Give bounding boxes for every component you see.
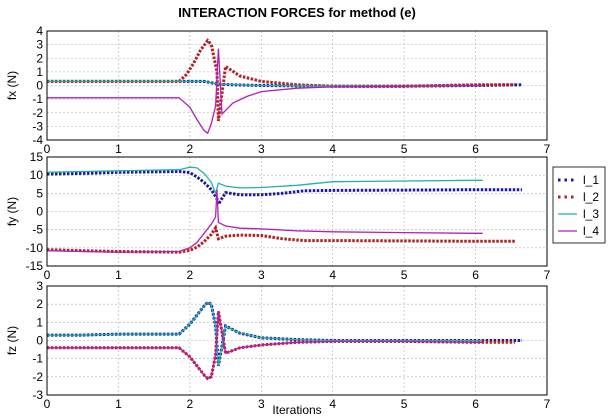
legend-box <box>552 166 606 244</box>
panel-2: 0 1 2 3 4 5 6 7 15 10 5 0 -5 -10 -15 fy (N) <box>5 150 551 282</box>
y-axis-label: fx (N) <box>5 71 19 100</box>
y-axis-label: fz (N) <box>5 326 19 355</box>
x-tick-label: 0 <box>44 268 51 282</box>
x-tick-label: 4 <box>329 268 336 282</box>
y-tick-label: -4 <box>32 133 43 147</box>
y-tick-label: -5 <box>32 223 43 237</box>
x-tick-label: 6 <box>472 142 479 156</box>
x-tick-label: 1 <box>115 397 122 411</box>
x-tick-label: 7 <box>544 142 551 156</box>
series-l_3-line <box>47 166 483 196</box>
legend: l_1 l_2 l_3 l_4 <box>552 166 606 244</box>
y-tick-label: 2 <box>36 297 43 311</box>
x-tick-label: 0 <box>44 397 51 411</box>
x-tick-label: 1 <box>115 268 122 282</box>
x-tick-label: 7 <box>544 397 551 411</box>
y-axis-label: fy (N) <box>5 197 19 226</box>
plot-frame <box>46 156 548 267</box>
y-tick-label: 10 <box>30 168 44 182</box>
x-tick-label: 6 <box>472 268 479 282</box>
legend-label-l_2: l_2 <box>583 190 599 204</box>
panel-3: 0 1 2 3 4 5 6 7 3 2 1 0 -1 -2 -3 fz (N) <box>5 279 551 411</box>
y-tick-label: 1 <box>36 315 43 329</box>
x-tick-label: 0 <box>44 142 51 156</box>
series-l_1-line <box>47 169 522 208</box>
y-tick-label: 0 <box>36 334 43 348</box>
y-tick-label: -2 <box>32 370 43 384</box>
x-tick-label: 3 <box>258 397 265 411</box>
y-tick-label: 2 <box>36 51 43 65</box>
y-tick-label: -3 <box>32 119 43 133</box>
y-tick-label: -3 <box>32 388 43 402</box>
x-tick-label: 2 <box>187 142 194 156</box>
y-tick-label: -10 <box>26 241 44 255</box>
y-tick-label: 5 <box>36 186 43 200</box>
plot-frame <box>46 30 548 141</box>
legend-label-l_4: l_4 <box>583 224 599 238</box>
y-tick-label: 4 <box>36 24 43 38</box>
y-tick-label: 0 <box>36 205 43 219</box>
y-tick-label: -1 <box>32 92 43 106</box>
series-l_4-line <box>47 48 483 135</box>
chart-title: INTERACTION FORCES for method (e) <box>178 5 416 20</box>
y-tick-label: 3 <box>36 279 43 293</box>
x-tick-label: 5 <box>401 268 408 282</box>
x-tick-label: 3 <box>258 142 265 156</box>
x-axis-label: Iterations <box>272 403 322 417</box>
plot-frame <box>46 285 548 396</box>
y-tick-label: -15 <box>26 259 44 273</box>
y-tick-label: 1 <box>36 65 43 79</box>
legend-label-l_3: l_3 <box>583 207 599 221</box>
y-tick-label: 3 <box>36 38 43 52</box>
x-tick-label: 4 <box>329 142 336 156</box>
x-tick-label: 5 <box>401 397 408 411</box>
x-tick-label: 3 <box>258 268 265 282</box>
y-tick-label: -1 <box>32 352 43 366</box>
x-tick-label: 2 <box>187 397 194 411</box>
legend-label-l_1: l_1 <box>583 173 599 187</box>
x-tick-label: 4 <box>329 397 336 411</box>
y-tick-label: -2 <box>32 106 43 120</box>
y-tick-label: 0 <box>36 79 43 93</box>
x-tick-label: 7 <box>544 268 551 282</box>
series-l_2-line <box>47 224 515 254</box>
series-l_4-line <box>47 189 483 253</box>
x-tick-label: 1 <box>115 142 122 156</box>
x-tick-label: 6 <box>472 397 479 411</box>
series-l_3-line <box>47 301 483 367</box>
series-l_4-line <box>47 311 483 380</box>
x-tick-label: 2 <box>187 268 194 282</box>
y-tick-label: 15 <box>30 150 44 164</box>
x-tick-label: 5 <box>401 142 408 156</box>
